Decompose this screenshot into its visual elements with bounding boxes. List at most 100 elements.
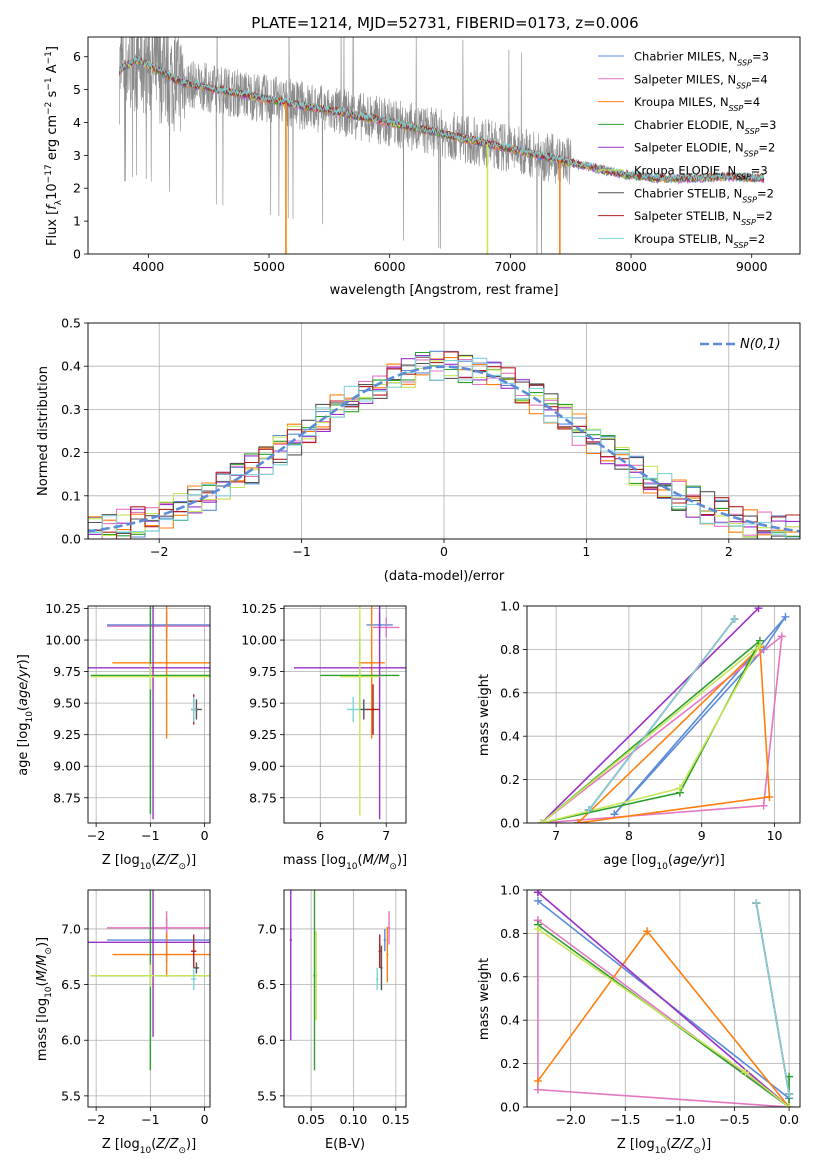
marker-kroupa_stelib <box>785 1089 794 1098</box>
model-spectrum-salpeter_stelib <box>118 56 765 183</box>
model-spectrum-kroupa_stelib <box>119 56 765 183</box>
axes-frame <box>87 322 801 540</box>
marker-salpeter_miles <box>533 1085 542 1094</box>
y-tick-label: 0.0 <box>61 532 81 547</box>
y-axis-label: Normed distribution <box>36 366 51 496</box>
y-tick-label: 9.75 <box>249 664 277 679</box>
marker-kroupa_elodie <box>533 925 542 934</box>
y-axis-label: mass [log10(M/M⊙)] <box>35 937 54 1061</box>
point-salpeter_stelib <box>378 950 381 953</box>
point-chabrier_miles <box>383 938 387 942</box>
line-kroupa_stelib <box>755 902 790 1095</box>
point-kroupa_elodie <box>149 675 152 678</box>
y-tick-label: 1.0 <box>500 883 520 898</box>
x-axis-label: Z [log10(Z/Z⊙)] <box>617 1137 711 1156</box>
x-tick-label: −2 <box>87 828 105 843</box>
y-tick-label: 3 <box>73 148 81 163</box>
point-salpeter_stelib <box>192 950 195 953</box>
line-salpeter_elodie <box>537 891 790 1107</box>
point-kroupa_stelib <box>192 977 195 981</box>
point-kroupa_stelib <box>352 708 355 711</box>
x-tick-label: 7 <box>382 828 390 843</box>
point-kroupa_miles <box>165 953 168 956</box>
y-tick-label: 9.75 <box>53 664 81 679</box>
x-tick-label: −2 <box>87 1112 105 1127</box>
marker-kroupa_miles <box>643 927 652 936</box>
x-tick-label: 0 <box>201 828 209 843</box>
y-tick-label: 6.0 <box>257 1033 277 1048</box>
y-tick-label: 9.00 <box>249 759 277 774</box>
y-tick-label: 5.5 <box>257 1088 277 1103</box>
plot-area <box>88 350 800 539</box>
y-tick-label: 0.2 <box>61 445 81 460</box>
point-kroupa_stelib <box>192 708 195 711</box>
x-tick-label: 0.10 <box>340 1112 368 1127</box>
y-axis-label: Flux [fλ10−17 erg cm−2 s−1 A−1] <box>44 46 64 246</box>
y-tick-label: 0.5 <box>61 316 81 331</box>
y-tick-label: 0 <box>73 247 81 262</box>
legend-entry-salpeter_elodie: Salpeter ELODIE, NSSP=2 <box>634 141 775 159</box>
line-chabrier_elodie <box>537 924 790 1107</box>
y-tick-label: 9.00 <box>53 759 81 774</box>
line-salpeter_miles <box>537 919 791 1107</box>
marker-kroupa_miles <box>765 792 774 801</box>
axes-frame <box>526 889 801 1108</box>
figure-title: PLATE=1214, MJD=52731, FIBERID=0173, z=0… <box>251 14 638 32</box>
y-tick-label: 9.25 <box>53 727 81 742</box>
legend-entry-salpeter_miles: Salpeter MILES, NSSP=4 <box>634 72 768 90</box>
x-tick-label: −0.5 <box>719 1112 749 1127</box>
x-tick-label: 8000 <box>615 259 647 274</box>
legend-entry-chabrier_elodie: Chabrier ELODIE, NSSP=3 <box>634 118 776 136</box>
y-tick-label: 0.2 <box>500 772 520 787</box>
marker-chabrier_miles <box>781 612 790 621</box>
x-tick-label: 6000 <box>374 259 406 274</box>
panel-mass_vs_metallicity: −2 −1 0 5.5 6.0 6.5 7.0 Z [log10(Z/Z⊙)] mass [lo… <box>35 889 211 1156</box>
y-tick-label: 0.0 <box>500 816 520 831</box>
x-tick-label: 4000 <box>132 259 164 274</box>
x-tick-label: −1 <box>292 544 310 559</box>
marker-salpeter_miles <box>759 801 768 810</box>
legend-entry-salpeter_stelib: Salpeter STELIB, NSSP=2 <box>634 209 773 227</box>
y-tick-label: 1.0 <box>500 599 520 614</box>
marker-salpeter_elodie <box>533 890 542 897</box>
marker-kroupa_elodie <box>785 1103 794 1107</box>
panel-residual_histogram: −2 −1 0 1 2 0.0 0.1 0.2 0.3 0.4 0.5 N(0,1) (data-mod… <box>36 316 801 584</box>
normal-curve <box>88 365 800 533</box>
point-kroupa_miles <box>370 661 373 664</box>
x-axis-label: Z [log10(Z/Z⊙)] <box>102 1137 196 1156</box>
x-tick-label: 0.05 <box>297 1112 325 1127</box>
legend-entry-kroupa_stelib: Kroupa STELIB, NSSP=2 <box>634 232 765 250</box>
marker-kroupa_elodie <box>537 819 546 823</box>
x-tick-label: −1.5 <box>610 1112 640 1127</box>
plot-area <box>293 606 406 820</box>
y-tick-label: 4 <box>73 115 81 130</box>
y-tick-label: 6 <box>73 49 81 64</box>
plot-area <box>118 37 765 254</box>
axes-frame <box>526 605 801 824</box>
x-tick-label: −2.0 <box>556 1112 586 1127</box>
y-tick-label: 0.8 <box>500 926 520 941</box>
point-salpeter_elodie <box>289 938 292 942</box>
x-axis-label: (data-model)/error <box>384 569 505 584</box>
y-axis-label: mass weight <box>477 674 492 756</box>
x-tick-label: 2 <box>725 544 733 559</box>
x-tick-label: 7000 <box>494 259 526 274</box>
x-tick-label: 9000 <box>736 259 768 274</box>
marker-kroupa_stelib <box>730 615 739 624</box>
y-tick-label: 5.5 <box>61 1088 81 1103</box>
y-tick-label: 10.25 <box>241 601 277 616</box>
y-tick-label: 2 <box>73 181 81 196</box>
y-tick-label: 6.5 <box>257 977 277 992</box>
x-axis-label: wavelength [Angstrom, rest frame] <box>330 283 559 298</box>
x-tick-label: 6 <box>316 828 324 843</box>
plot-area <box>88 606 210 820</box>
legend-entry-chabrier_miles: Chabrier MILES, NSSP=3 <box>634 50 769 68</box>
x-tick-label: 0 <box>201 1112 209 1127</box>
legend-entry-kroupa_miles: Kroupa MILES, NSSP=4 <box>634 95 760 113</box>
point-kroupa_elodie <box>358 675 362 678</box>
y-tick-label: 0.2 <box>500 1056 520 1071</box>
axes-frame <box>87 889 211 1108</box>
plot-area <box>88 890 210 1071</box>
point-salpeter_miles <box>387 926 391 930</box>
line-kroupa_miles <box>577 645 771 823</box>
